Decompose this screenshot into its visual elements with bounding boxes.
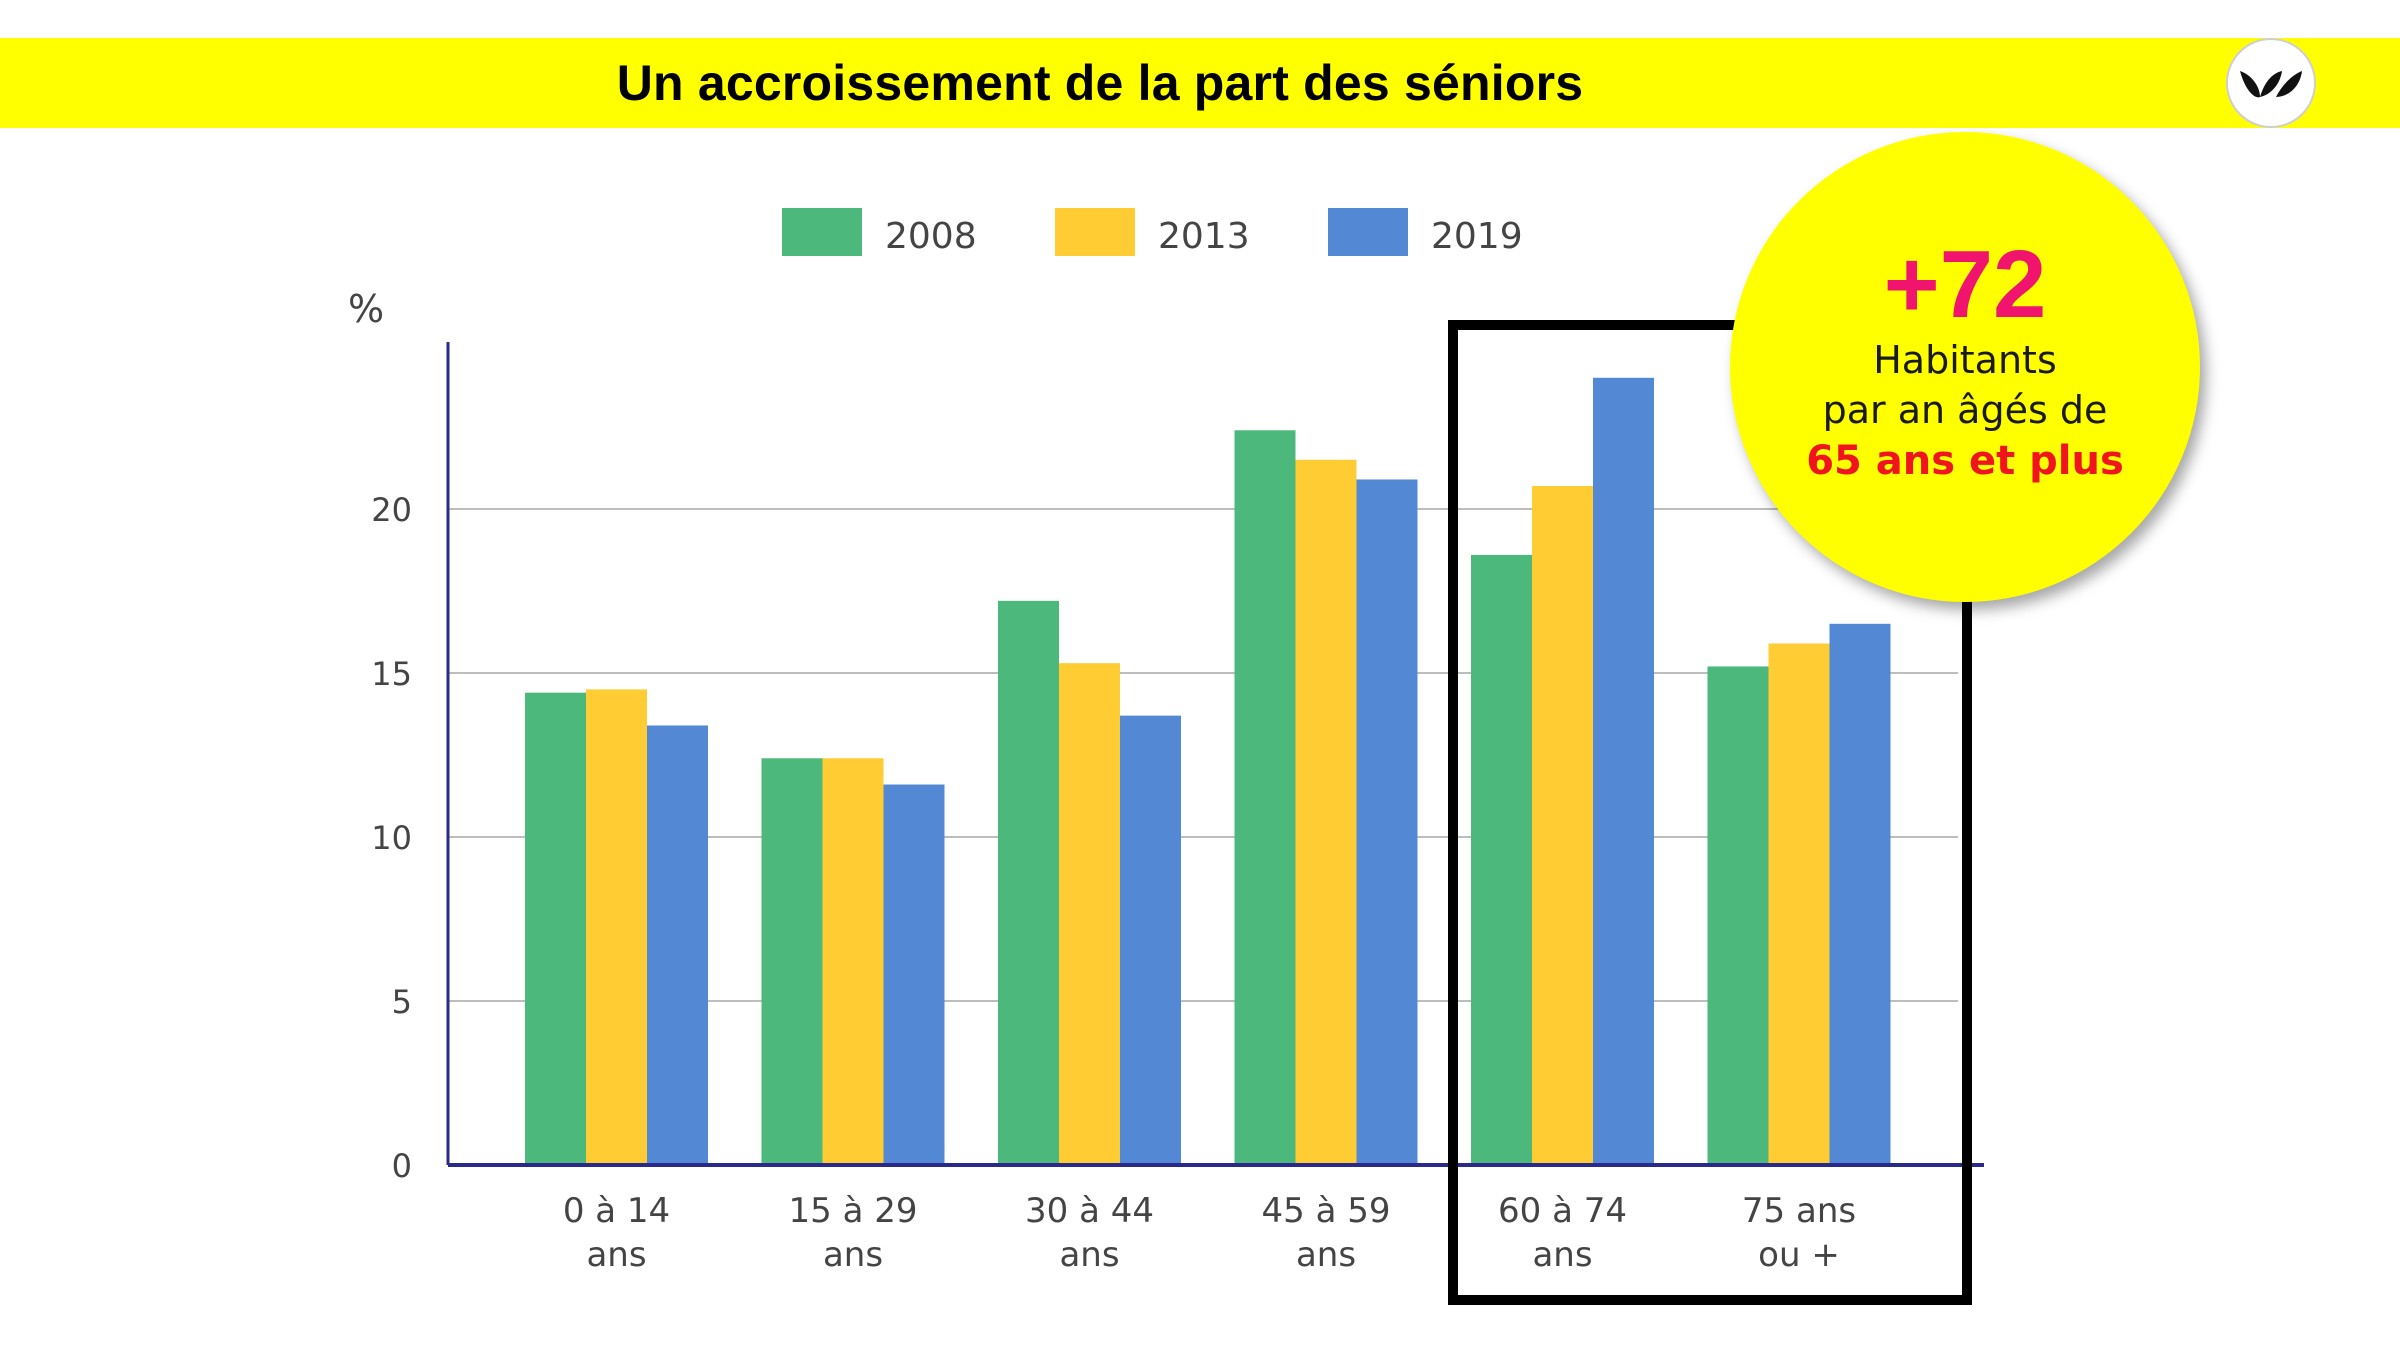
callout-line-3: 65 ans et plus (1806, 438, 2124, 484)
legend-swatch (1328, 208, 1408, 256)
x-category-label: ou + (1758, 1235, 1840, 1275)
bars (525, 377, 1891, 1166)
x-category-label: ans (823, 1235, 883, 1275)
x-category-label: ans (1059, 1235, 1119, 1275)
bar (1120, 715, 1181, 1165)
x-category-label: 15 à 29 (789, 1191, 918, 1231)
bar (1295, 459, 1357, 1165)
y-axis-label: % (348, 287, 384, 331)
callout-bubble: +72 Habitants par an âgés de 65 ans et p… (1730, 132, 2200, 602)
leaf-logo-icon (2226, 38, 2316, 128)
y-tick-label: 10 (371, 819, 412, 857)
bar (1593, 377, 1654, 1165)
y-tick-label: 15 (371, 655, 412, 693)
legend-label: 2008 (885, 216, 977, 257)
axes (446, 342, 1984, 1167)
bar (883, 784, 945, 1165)
bar (761, 758, 823, 1165)
callout-value: +72 (1883, 231, 2047, 338)
legend-label: 2019 (1431, 216, 1523, 257)
y-tick-labels: 0 5 10 15 20 (371, 491, 412, 1185)
callout-line-1: Habitants (1873, 338, 2057, 382)
page-title: Un accroissement de la part des séniors (616, 55, 1584, 111)
x-category-label: 75 ans (1742, 1191, 1856, 1231)
x-category-label: 45 à 59 (1262, 1191, 1391, 1231)
bar (1829, 623, 1891, 1165)
legend-swatch (782, 208, 862, 256)
y-tick-label: 0 (392, 1147, 412, 1185)
y-tick-label: 20 (371, 491, 412, 529)
title-band: Un accroissement de la part des séniors (0, 38, 2400, 128)
bar (1768, 643, 1830, 1165)
bar (1707, 666, 1769, 1165)
bar (1059, 663, 1120, 1165)
x-category-label: ans (1532, 1235, 1592, 1275)
x-category-label: ans (586, 1235, 646, 1275)
bar (822, 758, 884, 1165)
x-category-label: 60 à 74 (1498, 1191, 1627, 1231)
bar (647, 725, 708, 1165)
bar (1532, 486, 1593, 1165)
callout-line-2: par an âgés de (1822, 388, 2108, 432)
x-category-label: 30 à 44 (1025, 1191, 1154, 1231)
x-category-label: ans (1296, 1235, 1356, 1275)
y-tick-label: 5 (392, 983, 412, 1021)
x-category-label: 0 à 14 (563, 1191, 670, 1231)
bar (1234, 430, 1296, 1165)
chart-legend: 2008 2013 2019 (782, 208, 1523, 257)
bar (525, 692, 586, 1165)
legend-label: 2013 (1158, 216, 1250, 257)
bar (1471, 554, 1532, 1165)
highlight-box (1448, 320, 1972, 1305)
bar (998, 600, 1059, 1165)
bar (1356, 479, 1418, 1166)
legend-swatch (1055, 208, 1135, 256)
bar (586, 689, 647, 1165)
